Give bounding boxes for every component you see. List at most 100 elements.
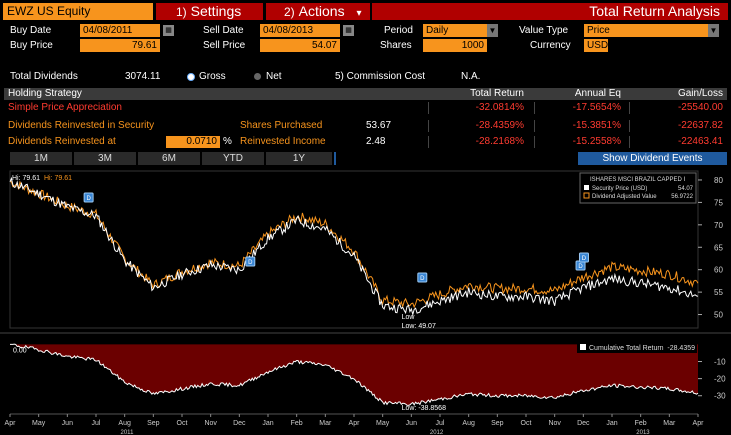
net-radio[interactable]	[254, 73, 261, 80]
y-tick-label: 80	[714, 176, 723, 185]
calendar-icon[interactable]: ▦	[163, 25, 174, 36]
total-dividends-label: Total Dividends	[10, 71, 78, 82]
y-tick-label: 60	[714, 266, 723, 275]
tab-6m[interactable]: 6M	[138, 152, 200, 165]
x-tick-label: Mar	[319, 420, 332, 427]
calendar-icon[interactable]: ▦	[343, 25, 354, 36]
annual-eq-value: -15.3851%	[572, 120, 621, 131]
return-line	[10, 343, 699, 406]
table-row: Dividends Reinvested in Security Shares …	[4, 120, 727, 132]
actions-label: Actions	[298, 3, 345, 19]
x-tick-label: Jun	[406, 420, 417, 427]
row-label: Dividends Reinvested at	[8, 136, 116, 147]
period-select[interactable]: Daily	[423, 24, 487, 37]
dividend-marker-label: D	[420, 276, 425, 282]
chevron-down-icon[interactable]: ▼	[708, 24, 719, 37]
x-tick-label: May	[376, 420, 390, 427]
shares-purchased-value: 53.67	[366, 120, 392, 131]
buy-date-label: Buy Date	[10, 25, 52, 36]
legend-swatch	[580, 344, 586, 350]
low-label: Low: 49.07	[402, 323, 436, 330]
tab-ytd[interactable]: YTD	[202, 152, 264, 165]
x-tick-label: Jul	[436, 420, 445, 427]
x-tick-label: Apr	[693, 420, 705, 427]
ticker-field[interactable]: EWZ US Equity	[3, 3, 153, 20]
reinvested-income-label: Reinvested Income	[240, 136, 326, 147]
low-label-orange: Low	[402, 314, 416, 321]
hi-label: Hi: 79.61	[12, 175, 40, 182]
commission-label[interactable]: 5) Commission Cost	[335, 71, 426, 82]
row-label: Simple Price Appreciation	[8, 102, 122, 113]
settings-button[interactable]: 1) Settings	[156, 3, 263, 20]
buy-price-field[interactable]: 79.61	[80, 39, 160, 52]
legend-title: ISHARES MSCI BRAZIL CAPPED I	[590, 177, 685, 183]
x-tick-label: Jan	[262, 420, 273, 427]
hi-label-orange: Hi: 79.61	[44, 175, 72, 182]
reinvested-income-value: 2.48	[366, 136, 386, 147]
x-tick-label: Aug	[118, 420, 131, 427]
annual-eq-value: -17.5654%	[572, 102, 621, 113]
dividend-marker-icon	[578, 252, 589, 263]
x-tick-label: Nov	[548, 420, 561, 427]
y-tick-label: 55	[714, 288, 723, 297]
chart-area: 80 75 70 65 60 55 50 Hi: 79.61 Hi: 79.61 Low Low: …	[0, 166, 731, 435]
reinvest-rate-field[interactable]: 0.0710	[166, 136, 220, 148]
rate-unit: %	[223, 136, 232, 147]
dividend-marker-label: D	[582, 256, 587, 262]
legend-series-value: 56.9722	[671, 194, 693, 200]
x-year-label: 2012	[430, 430, 444, 435]
x-tick-label: Oct	[177, 420, 188, 427]
x-tick-label: Dec	[233, 420, 246, 427]
gain-loss-value: -22463.41	[677, 136, 723, 147]
sell-price-field[interactable]: 54.07	[260, 39, 340, 52]
dividend-marker-icon	[83, 192, 94, 203]
y-tick-label: 50	[714, 311, 723, 320]
shares-label: Shares	[380, 40, 412, 51]
period-label: Period	[384, 25, 413, 36]
col-gain-loss: Gain/Loss	[677, 88, 723, 99]
legend-series-name: Security Price (USD)	[592, 186, 647, 192]
legend-swatch-orange	[583, 192, 590, 199]
value-type-select[interactable]: Price	[584, 24, 708, 37]
tab-3m[interactable]: 3M	[74, 152, 136, 165]
x-tick-label: Jul	[92, 420, 101, 427]
settings-label: Settings	[190, 3, 242, 19]
price-legend: ISHARES MSCI BRAZIL CAPPED I Security Pri…	[579, 172, 697, 204]
x-tick-label: Nov	[204, 420, 217, 427]
x-tick-label: Sep	[147, 420, 160, 427]
sell-date-label: Sell Date	[203, 25, 244, 36]
legend-value: -28.4359	[667, 345, 695, 352]
annual-eq-value: -15.2558%	[572, 136, 621, 147]
y-tick-label: -10	[714, 358, 726, 367]
row-label: Dividends Reinvested in Security	[8, 120, 155, 131]
page-title: Total Return Analysis	[372, 3, 728, 20]
legend-box	[577, 342, 697, 353]
buy-price-label: Buy Price	[10, 40, 53, 51]
tab-1y[interactable]: 1Y	[266, 152, 332, 165]
currency-label: Currency	[530, 40, 571, 51]
legend-label: Cumulative Total Return	[589, 345, 664, 352]
buy-date-field[interactable]: 04/08/2011	[80, 24, 160, 37]
shares-field[interactable]: 1000	[423, 39, 487, 52]
total-return-value: -32.0814%	[475, 102, 524, 113]
show-dividend-events-button[interactable]: Show Dividend Events	[578, 152, 727, 165]
x-year-label: 2011	[121, 430, 135, 435]
legend-box	[579, 172, 697, 204]
actions-button[interactable]: 2) Actions ▾	[266, 3, 370, 20]
x-tick-label: Sep	[491, 420, 504, 427]
table-header: Holding Strategy Total Return Annual Eq …	[4, 88, 727, 100]
x-tick-label: Jun	[62, 420, 73, 427]
currency-field[interactable]: USD	[584, 39, 608, 52]
gain-loss-value: -25540.00	[677, 102, 723, 113]
legend-series-name: Dividend Adjusted Value	[592, 194, 657, 200]
chevron-down-icon[interactable]: ▼	[487, 24, 498, 37]
tab-1m[interactable]: 1M	[10, 152, 72, 165]
col-total-return: Total Return	[470, 88, 524, 99]
gross-radio[interactable]	[187, 73, 195, 81]
sell-price-label: Sell Price	[203, 40, 246, 51]
start-label: 0.00	[13, 347, 27, 354]
actions-number: 2)	[284, 5, 295, 19]
sell-date-field[interactable]: 04/08/2013	[260, 24, 340, 37]
dividend-marker-label: D	[86, 196, 91, 202]
x-tick-label: Oct	[521, 420, 532, 427]
